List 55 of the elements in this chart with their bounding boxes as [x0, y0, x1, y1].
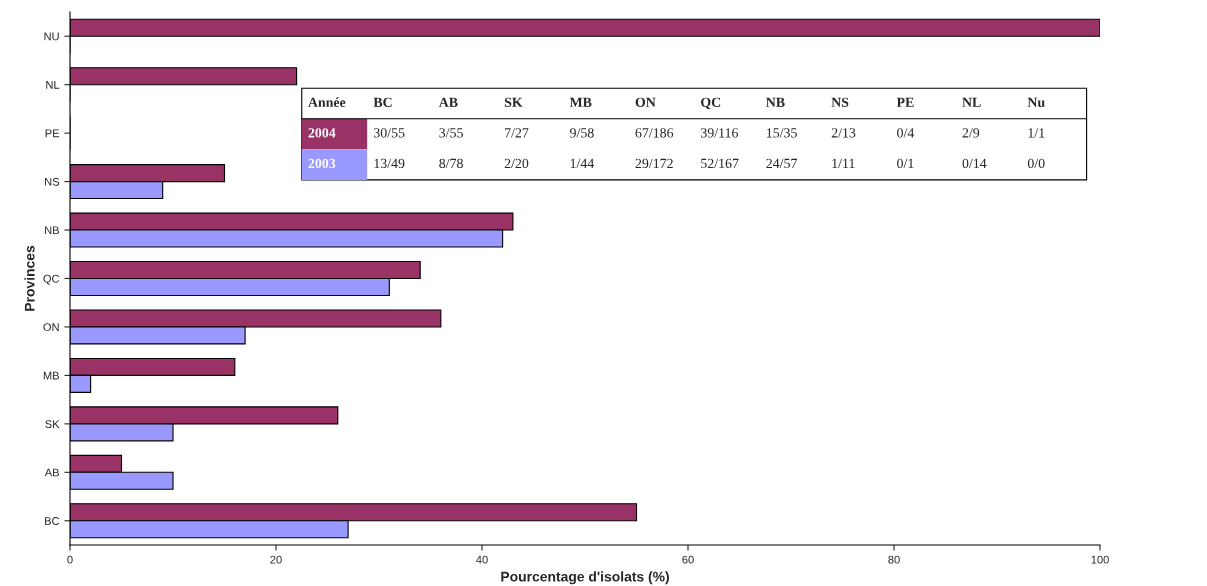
annotation: 1/11: [832, 158, 855, 169]
annotation: 2/9: [962, 128, 980, 138]
x-tick-label: 100: [1091, 555, 1109, 564]
y-tick-label: SK: [45, 420, 60, 428]
y-tick-label: QC: [43, 274, 60, 285]
annotation: AB: [438, 97, 458, 107]
y-tick-label: ON: [43, 323, 59, 332]
annotation: 15/35: [766, 128, 797, 138]
y-tick-label: NB: [45, 226, 59, 235]
x-axis-title: Pourcentage d'isolats (%): [501, 571, 669, 585]
annotation: 2/13: [831, 128, 856, 138]
x-tick-label: 60: [682, 555, 694, 564]
y-tick-label: MB: [43, 371, 59, 380]
text: 2004: [308, 128, 336, 138]
y-tick-label: NS: [45, 177, 60, 186]
annotation: 0/14: [962, 158, 987, 169]
annotation: 0/0: [1027, 158, 1045, 169]
annotation: NB: [766, 97, 785, 107]
annotation: 9/58: [570, 128, 594, 138]
y-axis-title: Provinces: [24, 245, 35, 311]
annotation: 30/55: [374, 128, 405, 138]
annotation: MB: [569, 97, 592, 107]
annotation: 1/44: [570, 158, 595, 169]
annotation: NS: [831, 97, 849, 107]
annotation: 2/20: [504, 158, 529, 169]
y-tick-label: NU: [44, 32, 59, 41]
y-tick-label: PE: [45, 129, 60, 138]
annotation: BC: [373, 97, 392, 107]
annotation: 13/49: [374, 158, 405, 169]
y-tick-label: AB: [44, 468, 59, 477]
annotation: 29/172: [635, 158, 673, 169]
annotation: Année: [308, 97, 346, 107]
x-tick-label: 0: [67, 555, 73, 564]
y-tick-label: BC: [45, 517, 60, 525]
annotation: Nu: [1027, 97, 1045, 108]
annotation: 7/27: [505, 128, 529, 138]
annotation: 8/78: [439, 158, 463, 169]
annotation: 3/55: [439, 128, 463, 138]
x-tick-label: 80: [888, 555, 900, 564]
annotation: 39/116: [701, 128, 739, 138]
annotation: NL: [962, 97, 981, 107]
x-tick-label: 40: [476, 555, 488, 564]
annotation: 0/4: [897, 128, 915, 138]
x-tick-label: 20: [270, 555, 282, 564]
annotation: 24/57: [766, 158, 797, 169]
annotation: ON: [635, 97, 656, 107]
annotation: 0/1: [897, 158, 914, 169]
text: 2003: [308, 158, 336, 169]
y-tick-label: NL: [46, 81, 60, 89]
annotation: 1/1: [1028, 128, 1045, 138]
annotation: 67/186: [635, 128, 674, 138]
annotation: QC: [701, 97, 721, 110]
annotation: PE: [896, 97, 914, 107]
annotation: SK: [504, 97, 523, 107]
annotation: 52/167: [701, 158, 739, 169]
